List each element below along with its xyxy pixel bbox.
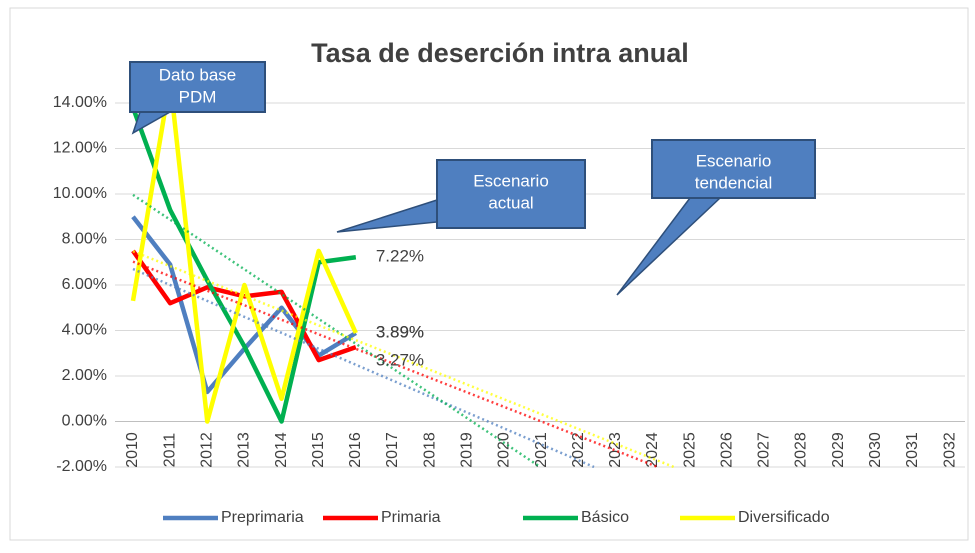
- callout-box: [129, 61, 266, 113]
- callout-text: Escenario: [473, 171, 549, 190]
- callout-text: Dato base: [159, 65, 237, 84]
- trendline: [132, 267, 595, 468]
- data-label: 3.89%: [376, 322, 424, 341]
- y-tick-label: 0.00%: [62, 413, 107, 430]
- x-tick-label: 2013: [236, 432, 253, 468]
- x-tick-label: 2011: [161, 433, 178, 468]
- x-tick-label: 2014: [273, 432, 290, 468]
- x-tick-label: 2026: [718, 432, 735, 468]
- y-tick-label: 12.00%: [53, 140, 107, 157]
- callout-text: PDM: [179, 87, 217, 106]
- legend-label: Básico: [581, 509, 629, 526]
- trendline: [132, 250, 675, 468]
- x-tick-label: 2012: [198, 432, 215, 468]
- x-tick-label: 2019: [458, 432, 475, 468]
- x-tick-label: 2027: [756, 432, 773, 468]
- x-tick-label: 2025: [681, 432, 698, 468]
- x-tick-label: 2029: [830, 432, 847, 468]
- callout-text: tendencial: [695, 173, 773, 192]
- trendline: [132, 193, 541, 468]
- y-tick-label: 2.00%: [62, 367, 107, 384]
- x-tick-label: 2017: [384, 432, 401, 468]
- y-tick-label: -2.00%: [56, 458, 107, 475]
- callout-box: [651, 139, 816, 199]
- x-tick-label: 2016: [347, 432, 364, 468]
- x-tick-label: 2018: [421, 432, 438, 468]
- x-tick-label: 2020: [496, 432, 513, 468]
- y-tick-label: 14.00%: [53, 94, 107, 111]
- legend-label: Preprimaria: [221, 509, 304, 526]
- x-tick-label: 2024: [644, 432, 661, 468]
- x-tick-label: 2023: [607, 432, 624, 468]
- series-line: [130, 106, 357, 424]
- x-tick-label: 2028: [793, 432, 810, 468]
- data-label: 3.27%: [376, 351, 424, 370]
- y-tick-label: 8.00%: [62, 231, 107, 248]
- plot-area: [130, 88, 675, 468]
- x-tick-label: 2030: [867, 432, 884, 468]
- series-line: [130, 88, 358, 424]
- x-tick-label: 2032: [941, 432, 958, 468]
- y-tick-label: 6.00%: [62, 276, 107, 293]
- y-tick-label: 10.00%: [53, 185, 107, 202]
- legend-label: Diversificado: [738, 509, 830, 526]
- callout-text: actual: [488, 193, 533, 212]
- trendline: [132, 260, 659, 468]
- callout-text: Escenario: [696, 151, 772, 170]
- callout-box: [436, 159, 586, 229]
- x-tick-label: 2015: [310, 432, 327, 468]
- data-label: 7.22%: [376, 247, 424, 266]
- data-label: 3.89%: [376, 322, 424, 341]
- x-tick-label: 2010: [124, 432, 141, 468]
- x-tick-label: 2031: [904, 432, 921, 468]
- x-tick-label: 2021: [533, 432, 550, 468]
- legend-label: Primaria: [381, 509, 441, 526]
- y-tick-label: 4.00%: [62, 322, 107, 339]
- chart-title: Tasa de deserción intra anual: [311, 38, 689, 68]
